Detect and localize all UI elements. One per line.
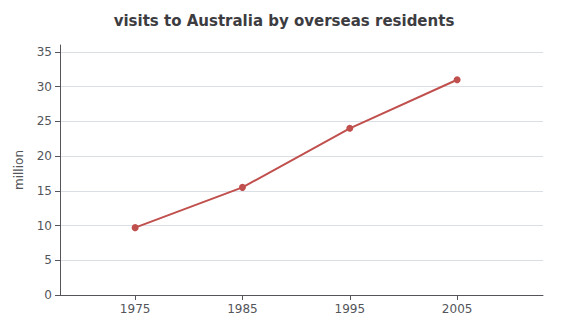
svg-text:1995: 1995 [335,302,366,316]
svg-text:10: 10 [37,219,52,233]
svg-text:2005: 2005 [442,302,473,316]
svg-text:million: million [12,150,26,190]
svg-text:visits to Australia by oversea: visits to Australia by overseas resident… [114,12,455,30]
svg-text:5: 5 [44,253,52,267]
svg-text:15: 15 [37,184,52,198]
svg-text:25: 25 [37,114,52,128]
svg-text:20: 20 [37,149,52,163]
svg-text:35: 35 [37,45,52,59]
svg-text:0: 0 [44,288,52,302]
svg-text:30: 30 [37,80,52,94]
svg-text:1975: 1975 [120,302,151,316]
svg-text:1985: 1985 [227,302,258,316]
